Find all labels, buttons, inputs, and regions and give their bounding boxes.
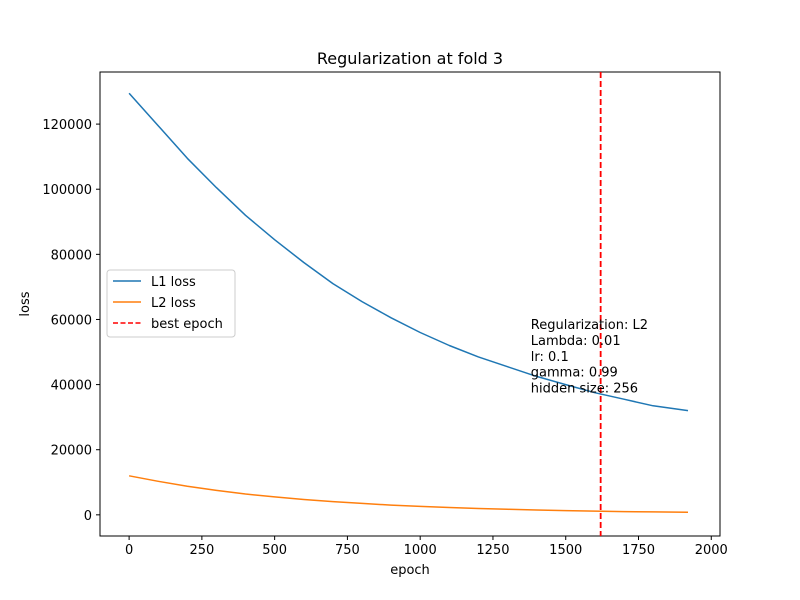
y-tick-label: 40000 bbox=[51, 379, 92, 394]
y-tick-label: 80000 bbox=[51, 248, 92, 263]
series-line-l1-loss bbox=[128, 92, 689, 412]
x-tick-label: 1250 bbox=[476, 543, 509, 558]
annotation-line: hidden size: 256 bbox=[531, 381, 638, 396]
annotation-line: Regularization: L2 bbox=[531, 318, 648, 333]
x-tick-label: 500 bbox=[262, 543, 287, 558]
y-axis-label: loss bbox=[18, 291, 33, 316]
x-tick-label: 0 bbox=[125, 543, 133, 558]
plot-area bbox=[99, 71, 721, 537]
legend-label-l2: L2 loss bbox=[151, 296, 196, 311]
y-tick-label: 120000 bbox=[42, 118, 92, 133]
legend-label-l1: L1 loss bbox=[151, 275, 196, 290]
annotation-line: lr: 0.1 bbox=[531, 350, 569, 365]
x-tick-label: 2000 bbox=[695, 543, 728, 558]
y-tick-label: 100000 bbox=[42, 183, 92, 198]
series-layer bbox=[128, 72, 689, 536]
y-tick-label: 0 bbox=[84, 509, 92, 524]
x-tick-label: 250 bbox=[189, 543, 214, 558]
x-tick-label: 1500 bbox=[549, 543, 582, 558]
series-line-l2-loss bbox=[128, 475, 689, 513]
x-tick-label: 1000 bbox=[404, 543, 437, 558]
legend-label-best-epoch: best epoch bbox=[151, 317, 223, 332]
y-tick-label: 60000 bbox=[51, 313, 92, 328]
legend-box bbox=[106, 269, 236, 338]
x-axis: 0 250 500 750 1000 1250 1500 1750 2000 bbox=[125, 536, 728, 558]
x-tick-label: 750 bbox=[335, 543, 360, 558]
chart-title: Regularization at fold 3 bbox=[317, 49, 503, 68]
legend: L1 loss L2 loss best epoch bbox=[106, 269, 236, 338]
annotation-line: Lambda: 0.01 bbox=[531, 334, 621, 349]
y-tick-label: 20000 bbox=[51, 444, 92, 459]
x-tick-label: 1750 bbox=[622, 543, 655, 558]
x-axis-label: epoch bbox=[390, 563, 430, 578]
annotation-line: gamma: 0.99 bbox=[531, 366, 618, 381]
y-axis: 0 20000 40000 60000 80000 100000 120000 bbox=[42, 118, 100, 524]
